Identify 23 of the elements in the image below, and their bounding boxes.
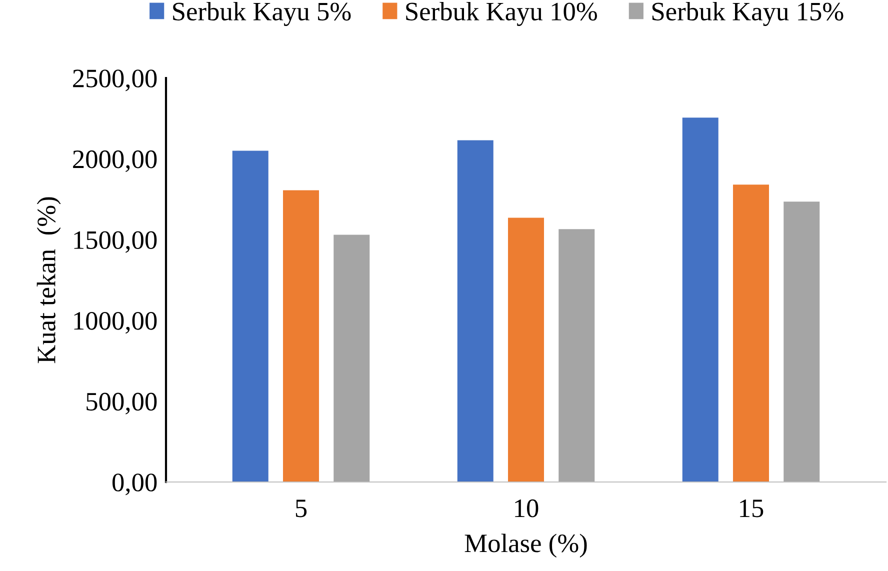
y-tick-label: 1500,00 xyxy=(74,231,157,253)
bar xyxy=(558,229,595,482)
bar xyxy=(508,218,544,482)
bar xyxy=(784,202,820,482)
bar xyxy=(232,150,268,482)
y-tick-label: 2000,00 xyxy=(73,150,157,172)
bar xyxy=(334,234,370,482)
x-tick-label: 5 xyxy=(296,500,307,518)
bar xyxy=(457,140,494,482)
y-axis-title: Kuat tekan (%) xyxy=(36,197,61,364)
y-tick-label: 0,00 xyxy=(112,474,157,496)
legend-label: Serbuk Kayu 15% xyxy=(652,2,844,26)
bar xyxy=(733,184,769,482)
legend-label: Serbuk Kayu 5% xyxy=(173,2,351,26)
x-tick-label: 10 xyxy=(515,499,538,518)
x-axis-title: Molase (%) xyxy=(464,534,587,558)
bar xyxy=(682,118,718,482)
x-tick-label: 15 xyxy=(740,500,764,518)
y-tick-label: 500,00 xyxy=(86,392,157,414)
legend-label: Serbuk Kayu 10% xyxy=(406,2,597,26)
y-tick-label: 2500,00 xyxy=(73,70,157,92)
y-tick-label: 1000,00 xyxy=(74,312,157,334)
bar xyxy=(283,190,319,482)
